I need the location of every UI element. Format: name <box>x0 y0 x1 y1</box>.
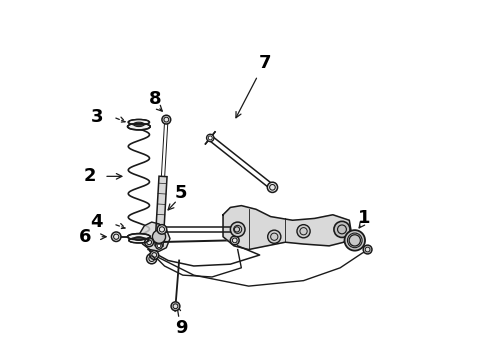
Circle shape <box>111 232 121 242</box>
Circle shape <box>268 182 277 193</box>
Circle shape <box>297 225 310 238</box>
Text: 2: 2 <box>83 167 96 185</box>
Text: 1: 1 <box>358 210 370 228</box>
Circle shape <box>363 245 372 254</box>
Polygon shape <box>139 222 170 251</box>
Circle shape <box>230 222 245 237</box>
Text: 6: 6 <box>78 228 91 246</box>
Circle shape <box>156 243 162 249</box>
Circle shape <box>207 134 214 141</box>
Text: 5: 5 <box>175 184 187 202</box>
Circle shape <box>230 236 239 245</box>
Text: 4: 4 <box>91 213 103 231</box>
Circle shape <box>147 253 157 264</box>
Circle shape <box>152 230 166 243</box>
Text: 7: 7 <box>259 54 271 72</box>
Circle shape <box>150 251 159 260</box>
Circle shape <box>334 221 350 238</box>
Circle shape <box>162 115 171 124</box>
Text: 8: 8 <box>149 90 162 108</box>
Text: 9: 9 <box>175 319 187 337</box>
Ellipse shape <box>129 238 149 243</box>
Polygon shape <box>223 206 351 249</box>
Polygon shape <box>155 176 167 246</box>
Circle shape <box>145 238 153 247</box>
Circle shape <box>268 230 281 243</box>
Text: 3: 3 <box>91 108 103 126</box>
Circle shape <box>344 230 365 251</box>
Circle shape <box>157 225 167 234</box>
Circle shape <box>171 302 180 311</box>
Ellipse shape <box>127 234 150 240</box>
Circle shape <box>232 225 242 234</box>
Ellipse shape <box>128 120 149 125</box>
Ellipse shape <box>127 123 150 130</box>
